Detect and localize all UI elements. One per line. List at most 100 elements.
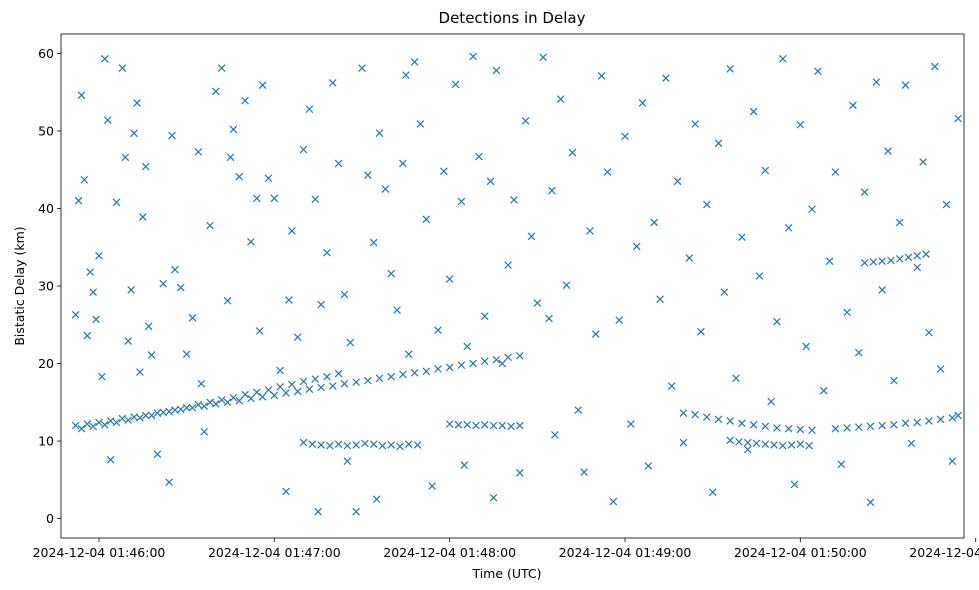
data-point-track-flat-mid-0 bbox=[445, 420, 454, 428]
data-point-scattered-78 bbox=[410, 58, 419, 66]
data-point-track-flat-early-8 bbox=[369, 440, 378, 449]
data-point-scattered-113 bbox=[597, 72, 606, 80]
data-point-scattered-50 bbox=[276, 366, 284, 375]
data-point-scattered-53 bbox=[288, 227, 296, 235]
data-point-track-rising-main-21 bbox=[317, 383, 325, 392]
data-point-track-rising-main-32 bbox=[445, 363, 454, 372]
data-point-scattered-100 bbox=[527, 232, 536, 241]
data-point-track-rising-main-22 bbox=[328, 382, 337, 390]
data-point-track-rising-main-30 bbox=[422, 367, 431, 376]
x-axis-ticks: 2024-12-04 01:46:00 2024-12-04 01:47:00 20… bbox=[33, 538, 979, 560]
data-point-track-rising-secondary-3 bbox=[112, 418, 121, 427]
data-point-track-flat-mid-8 bbox=[515, 421, 524, 430]
data-point-scattered-163 bbox=[890, 376, 898, 385]
data-point-track-cluster-late-0 bbox=[726, 436, 735, 445]
x-tick-label-0: 2024-12-04 01:46:00 bbox=[33, 545, 166, 560]
data-point-scattered-105 bbox=[551, 431, 559, 439]
data-point-scattered-41 bbox=[229, 125, 238, 134]
data-point-track-rising-main-28 bbox=[399, 370, 407, 379]
data-point-scattered-76 bbox=[402, 71, 410, 79]
data-point-track-falling-late-11 bbox=[808, 426, 816, 435]
data-point-track-rising-late-2 bbox=[854, 423, 863, 431]
data-point-scattered-134 bbox=[720, 288, 729, 297]
data-point-scattered-85 bbox=[451, 80, 460, 89]
data-point-track-falling-late-6 bbox=[749, 420, 758, 429]
y-tick-label-3: 30 bbox=[38, 279, 54, 294]
data-point-scattered-158 bbox=[860, 188, 869, 197]
data-point-track-cluster-late-8 bbox=[796, 440, 805, 449]
data-point-scattered-141 bbox=[761, 166, 770, 175]
data-point-track-rising-secondary-0 bbox=[77, 424, 86, 433]
data-point-scattered-102 bbox=[539, 53, 548, 62]
data-point-scattered-21 bbox=[139, 213, 147, 221]
data-point-track-high-late-3 bbox=[887, 256, 895, 265]
data-point-scattered-104 bbox=[548, 186, 556, 195]
data-point-scattered-147 bbox=[796, 120, 805, 129]
data-point-scattered-86 bbox=[457, 197, 466, 206]
data-point-scattered-44 bbox=[247, 237, 255, 246]
data-point-scattered-23 bbox=[144, 322, 153, 331]
data-point-scattered-81 bbox=[428, 482, 436, 490]
data-point-track-rising-secondary-18 bbox=[288, 380, 296, 389]
data-point-track-rising-main-6 bbox=[141, 411, 150, 420]
data-point-track-rising-secondary-8 bbox=[171, 406, 179, 414]
data-point-track-flat-early-13 bbox=[413, 441, 422, 449]
data-point-scattered-112 bbox=[591, 330, 600, 338]
data-point-scattered-79 bbox=[416, 120, 425, 128]
data-point-scattered-149 bbox=[808, 205, 816, 214]
data-point-scattered-115 bbox=[609, 497, 618, 506]
data-point-scattered-14 bbox=[118, 64, 127, 72]
data-point-scattered-28 bbox=[168, 131, 176, 140]
data-point-track-flat-early-0 bbox=[299, 438, 308, 447]
data-point-track-high-late-2 bbox=[878, 257, 886, 266]
plot-area bbox=[60, 33, 965, 539]
data-point-scattered-146 bbox=[790, 480, 799, 489]
data-point-track-rising-main-2 bbox=[95, 418, 103, 427]
data-point-track-cluster-late-4 bbox=[761, 440, 770, 449]
data-point-scattered-17 bbox=[127, 286, 135, 294]
data-point-scattered-12 bbox=[106, 455, 115, 464]
data-point-scattered-34 bbox=[197, 379, 206, 388]
data-point-track-rising-secondary-13 bbox=[229, 393, 238, 402]
data-point-scattered-49 bbox=[270, 194, 279, 203]
data-point-scattered-97 bbox=[510, 196, 518, 204]
data-point-scattered-172 bbox=[942, 200, 951, 209]
data-point-track-flat-early-10 bbox=[387, 441, 396, 449]
data-point-scattered-74 bbox=[393, 306, 401, 314]
data-point-scattered-162 bbox=[884, 147, 892, 155]
data-point-scattered-62 bbox=[334, 159, 343, 168]
y-axis-ticks: 0 10 20 30 40 50 60 bbox=[38, 46, 61, 526]
data-point-scattered-0 bbox=[71, 310, 80, 319]
data-point-scattered-133 bbox=[714, 139, 723, 148]
data-point-scattered-47 bbox=[258, 81, 267, 89]
data-point-track-rising-main-14 bbox=[235, 396, 244, 405]
data-point-scattered-130 bbox=[697, 327, 705, 336]
data-point-scattered-1 bbox=[74, 196, 83, 205]
data-point-track-rising-late-4 bbox=[878, 421, 886, 430]
y-tick-label-4: 40 bbox=[38, 201, 54, 216]
data-point-scattered-91 bbox=[480, 312, 489, 321]
data-point-track-rising-main-19 bbox=[293, 387, 302, 396]
data-point-scattered-129 bbox=[691, 120, 699, 128]
data-point-scattered-32 bbox=[188, 313, 197, 322]
data-point-track-flat-early-4 bbox=[334, 440, 343, 449]
data-point-scattered-33 bbox=[194, 148, 203, 156]
data-point-scattered-6 bbox=[89, 288, 97, 297]
data-point-scattered-73 bbox=[387, 269, 396, 278]
data-point-scattered-135 bbox=[726, 65, 735, 73]
data-point-scattered-124 bbox=[662, 74, 670, 83]
data-point-track-rising-main-0 bbox=[71, 421, 80, 430]
data-point-track-rising-main-16 bbox=[258, 393, 267, 401]
data-point-track-flat-early-6 bbox=[352, 441, 360, 449]
data-point-scattered-160 bbox=[872, 78, 881, 86]
data-point-track-cluster-late-3 bbox=[752, 439, 761, 448]
data-point-track-rising-main-12 bbox=[212, 400, 220, 408]
data-point-track-high-late-4 bbox=[895, 255, 904, 263]
data-point-scattered-60 bbox=[323, 248, 331, 257]
data-point-scattered-106 bbox=[556, 95, 565, 103]
data-point-scattered-142 bbox=[767, 397, 775, 406]
data-point-scattered-107 bbox=[562, 281, 571, 290]
data-point-track-rising-main-18 bbox=[282, 389, 290, 397]
data-point-scattered-10 bbox=[101, 54, 109, 63]
data-point-scattered-137 bbox=[738, 233, 746, 241]
